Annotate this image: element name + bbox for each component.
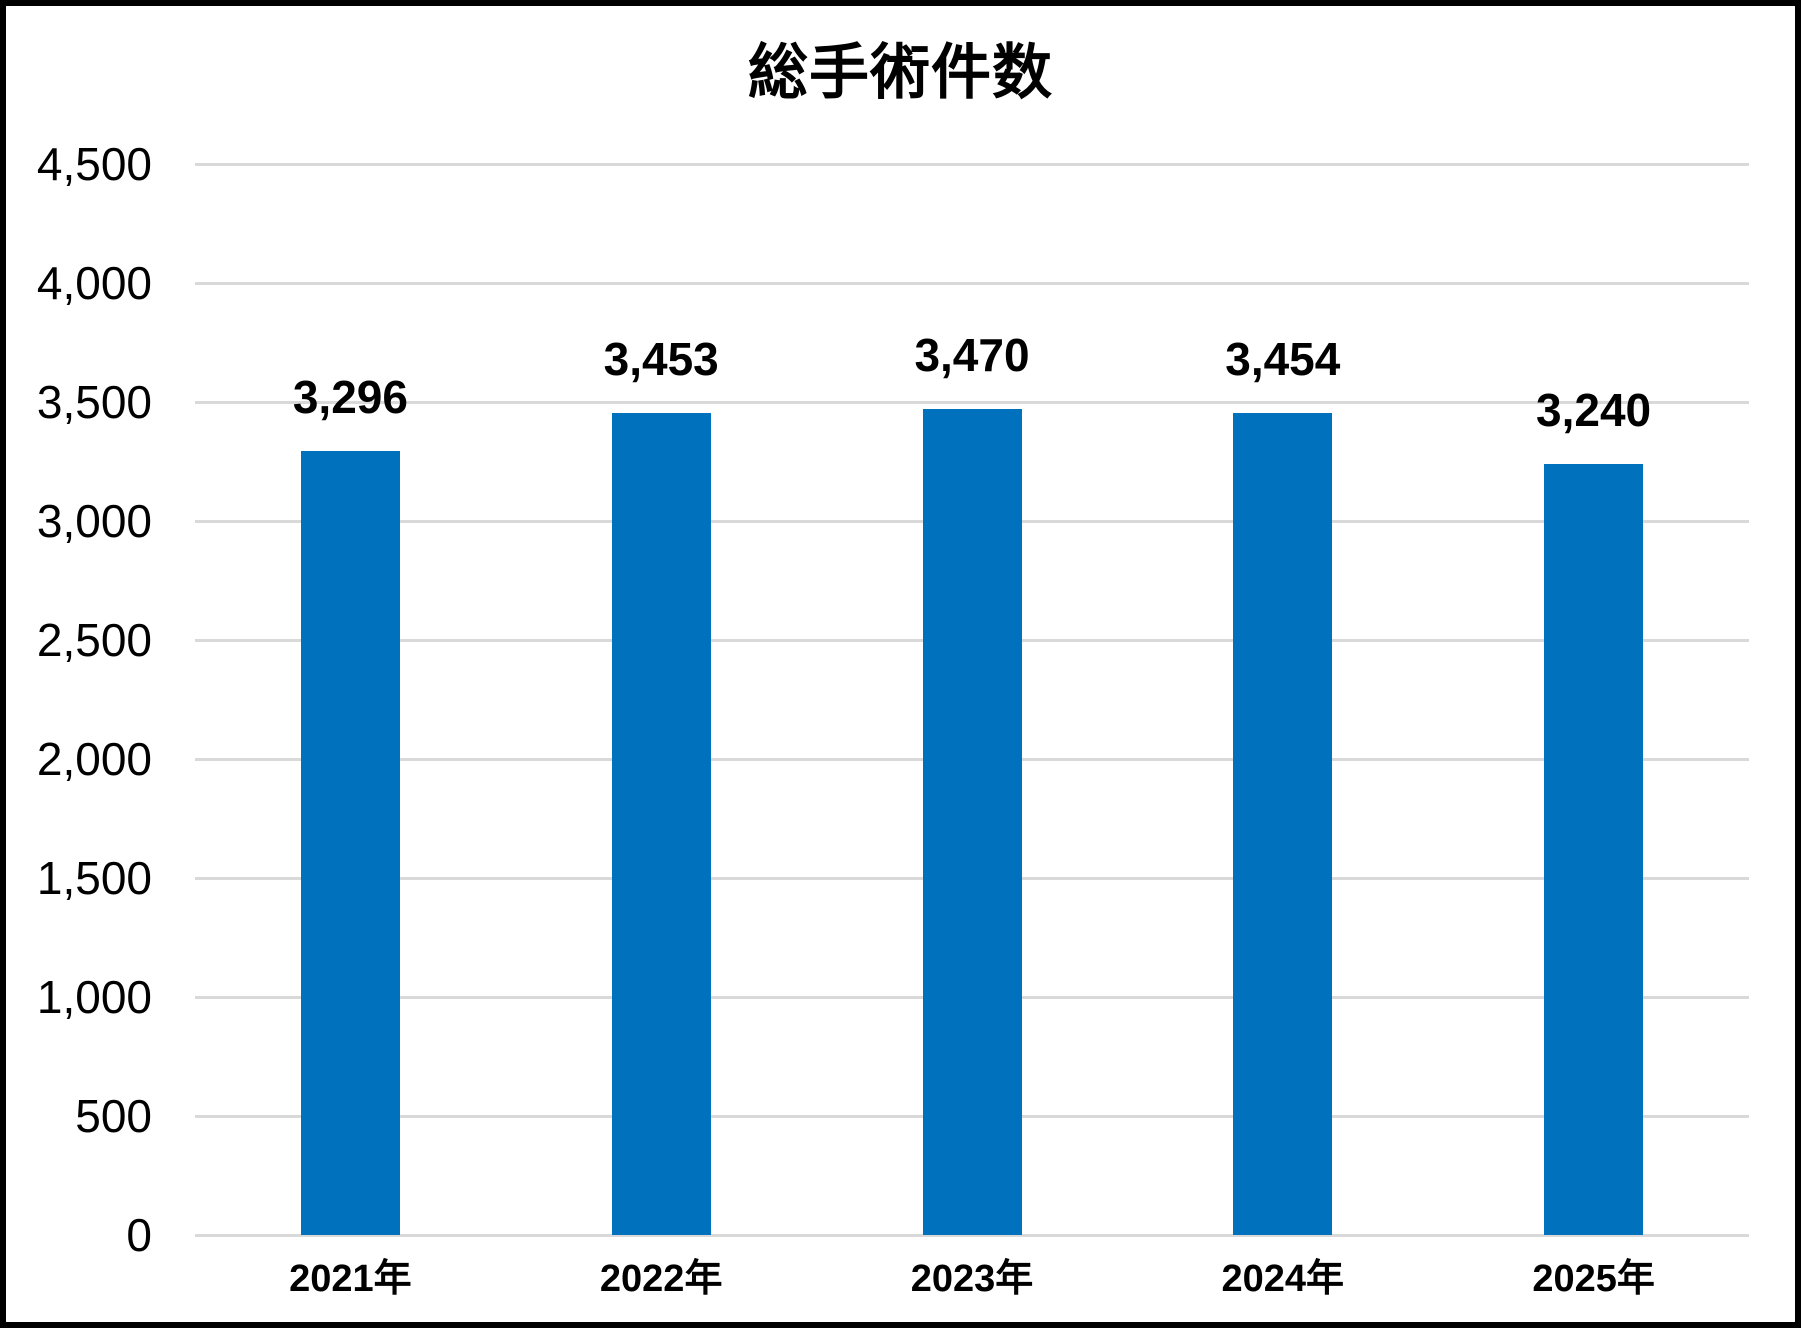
y-axis-tick-label-4000: 4,000 — [36, 257, 152, 309]
bar-2023 — [922, 409, 1022, 1235]
gridline-0 — [195, 1233, 1749, 1237]
bar-2024 — [1233, 412, 1333, 1235]
bar-2022 — [611, 413, 711, 1235]
y-axis-tick-label-4500: 4,500 — [36, 138, 152, 190]
y-axis-tick-label-0: 0 — [126, 1209, 152, 1261]
y-axis-tick-label-1500: 1,500 — [36, 852, 152, 904]
x-axis-label-2021: 2021年 — [289, 1258, 412, 1300]
bar-value-label-2023: 3,470 — [914, 329, 1030, 382]
bar-value-label-2025: 3,240 — [1536, 383, 1652, 436]
gridline-3500 — [195, 400, 1749, 404]
y-axis-tick-label-2000: 2,000 — [36, 733, 152, 785]
bar-value-label-2022: 3,453 — [603, 333, 719, 386]
gridline-4500 — [195, 162, 1749, 166]
y-axis-tick-label-3500: 3,500 — [36, 376, 152, 428]
bar-value-label-2024: 3,454 — [1225, 332, 1341, 385]
x-axis-label-2022: 2022年 — [599, 1258, 723, 1300]
x-axis-label-2025: 2025年 — [1532, 1258, 1655, 1300]
x-axis-label-2024: 2024年 — [1221, 1258, 1345, 1300]
x-axis-label-2023: 2023年 — [910, 1258, 1034, 1300]
bar-2025 — [1544, 463, 1644, 1235]
gridline-4000 — [195, 281, 1749, 285]
bar-value-label-2021: 3,296 — [292, 370, 408, 423]
y-axis-tick-label-500: 500 — [75, 1090, 152, 1142]
y-axis-tick-label-1000: 1,000 — [36, 971, 152, 1023]
y-axis-tick-label-3000: 3,000 — [36, 495, 152, 547]
y-axis-tick-label-2500: 2,500 — [36, 614, 152, 666]
chart-title: 総手術件数 — [748, 39, 1053, 106]
bar-2021 — [300, 450, 400, 1235]
